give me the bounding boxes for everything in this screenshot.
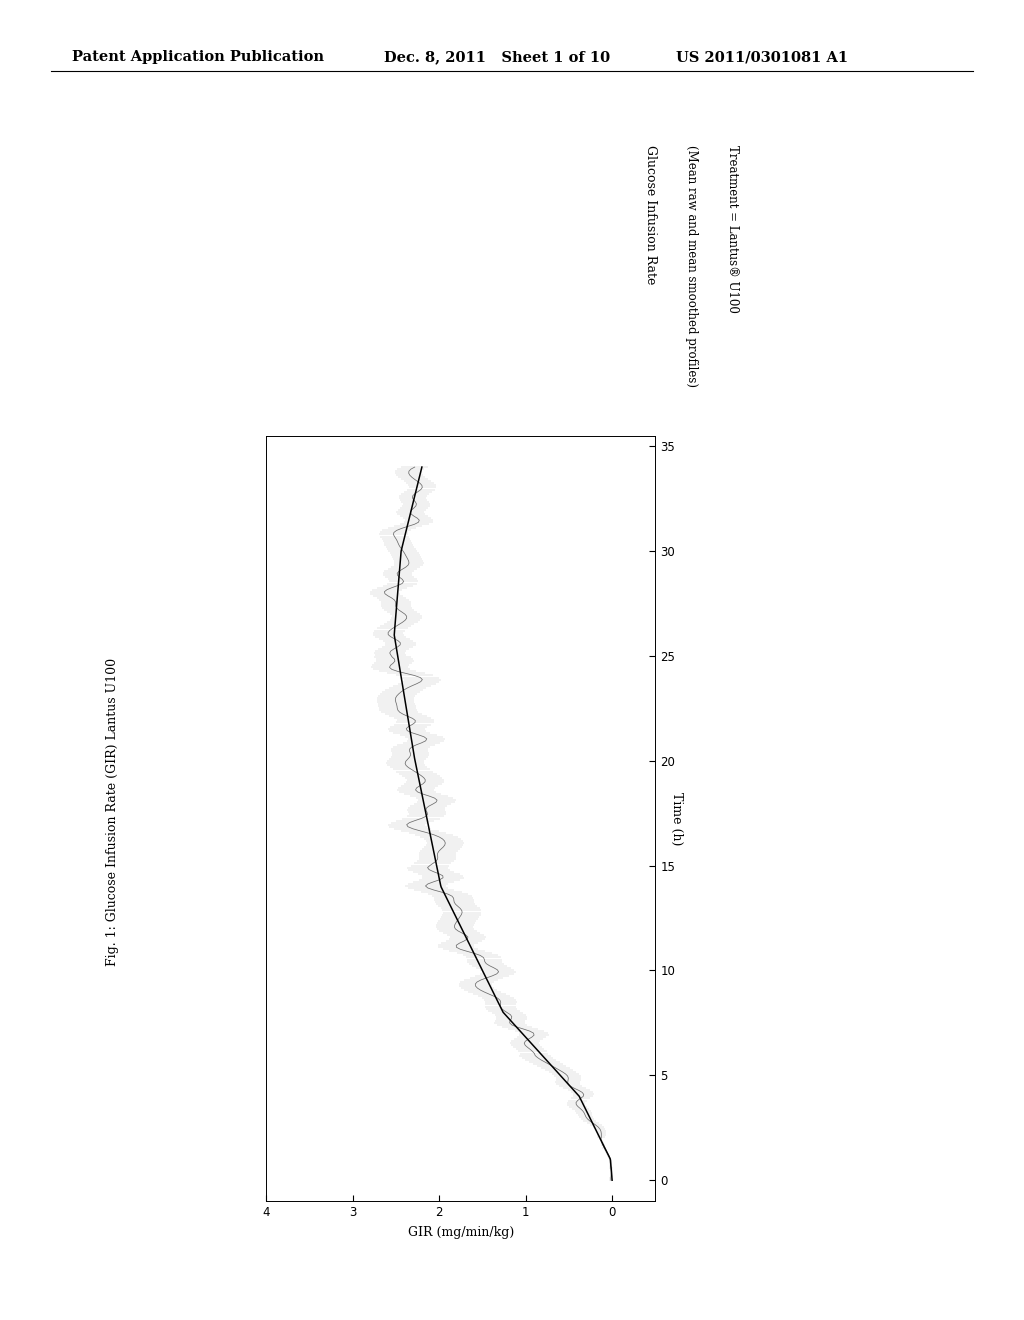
Text: (Mean raw and mean smoothed profiles): (Mean raw and mean smoothed profiles) — [685, 145, 697, 387]
Text: Glucose Infusion Rate: Glucose Infusion Rate — [644, 145, 656, 285]
Y-axis label: Time (h): Time (h) — [671, 792, 683, 845]
Text: US 2011/0301081 A1: US 2011/0301081 A1 — [676, 50, 848, 65]
Text: Treatment = Lantus® U100: Treatment = Lantus® U100 — [726, 145, 738, 313]
Text: Patent Application Publication: Patent Application Publication — [72, 50, 324, 65]
Text: Dec. 8, 2011   Sheet 1 of 10: Dec. 8, 2011 Sheet 1 of 10 — [384, 50, 610, 65]
X-axis label: GIR (mg/min/kg): GIR (mg/min/kg) — [408, 1226, 514, 1239]
Text: Fig. 1: Glucose Infusion Rate (GIR) Lantus U100: Fig. 1: Glucose Infusion Rate (GIR) Lant… — [106, 657, 119, 966]
